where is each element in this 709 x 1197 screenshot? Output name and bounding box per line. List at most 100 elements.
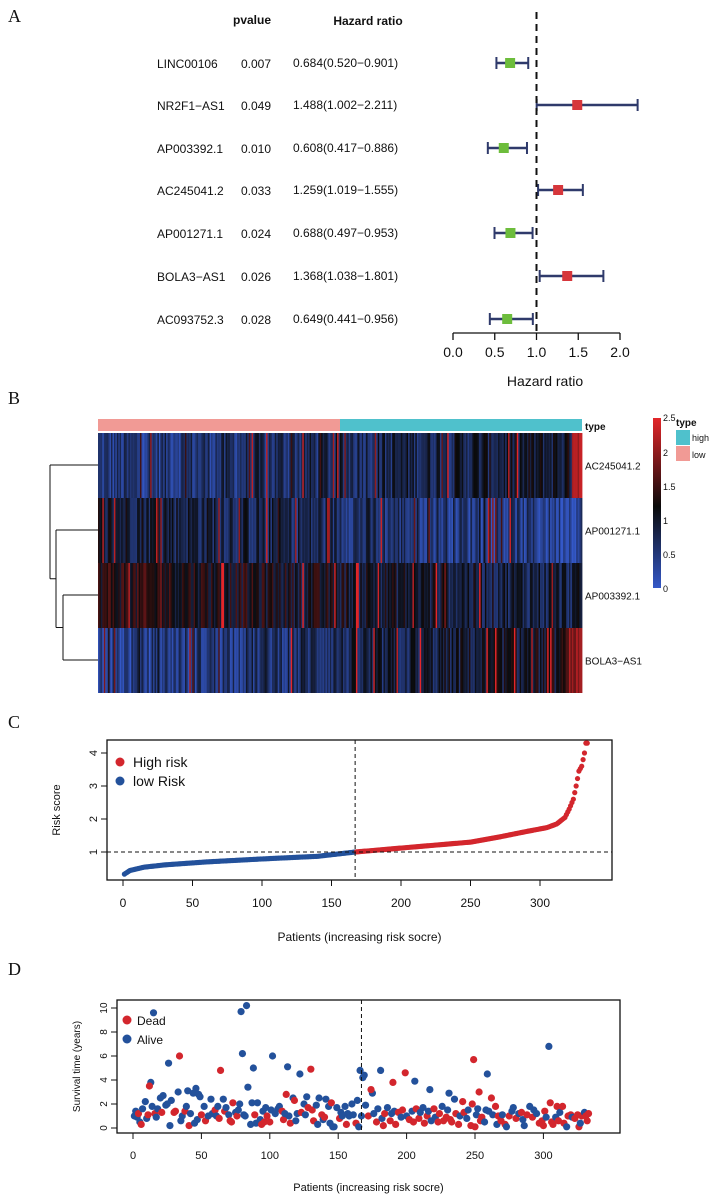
heatmap-cell [292, 628, 295, 693]
high-risk-point [579, 763, 585, 769]
legend-label: Dead [137, 1014, 166, 1028]
heatmap-cell [299, 433, 302, 498]
heatmap-cell [413, 498, 416, 563]
heatmap-cell [184, 498, 187, 563]
heatmap-cell [447, 563, 450, 628]
x-tick-label: 0.5 [485, 344, 505, 360]
heatmap-cell [396, 433, 399, 498]
gene-row-label: AP003392.1 [585, 592, 640, 603]
heatmap-cell [222, 563, 225, 628]
heatmap-cell [357, 498, 360, 563]
heatmap-cell [399, 628, 402, 693]
heatmap-cell [142, 628, 145, 693]
heatmap-cell [406, 498, 409, 563]
heatmap-cell [145, 628, 148, 693]
heatmap-cell [500, 498, 503, 563]
dead-point [434, 1118, 442, 1126]
forest-row: AC093752.3 0.028 0.649(0.441−0.956) [157, 312, 534, 327]
heatmap-cell [271, 563, 274, 628]
heatmap-cell [311, 563, 313, 628]
heatmap-cell [525, 563, 528, 628]
heatmap-cell [106, 563, 109, 628]
heatmap-cell [519, 563, 522, 628]
dead-point [144, 1111, 152, 1119]
heatmap-cell [434, 563, 437, 628]
heatmap-cell [180, 628, 183, 693]
heatmap-cell [390, 628, 393, 693]
high-risk-point [584, 740, 590, 746]
heatmap-cell [124, 563, 126, 628]
heatmap-cell [573, 433, 576, 498]
heatmap-cell [174, 628, 177, 693]
heatmap-cell [382, 433, 384, 498]
dead-point [415, 1114, 423, 1122]
heatmap-cell [277, 498, 280, 563]
heatmap-cell [513, 628, 516, 693]
heatmap-cell [535, 498, 538, 563]
group-legend-title: type [676, 418, 697, 429]
heatmap-cell [99, 498, 102, 563]
heatmap-cell [555, 563, 558, 628]
heatmap-cell [105, 498, 108, 563]
dead-point [487, 1094, 496, 1102]
alive-point [498, 1111, 506, 1119]
heatmap-cell [522, 433, 525, 498]
heatmap-cell [435, 498, 438, 563]
heatmap-cell [180, 498, 183, 563]
heatmap-cell [312, 498, 315, 563]
heatmap-cell [164, 628, 167, 693]
heatmap-cell [150, 433, 153, 498]
heatmap-cell [345, 498, 348, 563]
heatmap-cell [308, 498, 310, 563]
heatmap-cell [166, 628, 168, 693]
heatmap-cell [386, 498, 389, 563]
heatmap-cell [496, 628, 499, 693]
heatmap-cell [345, 628, 348, 693]
heatmap-cell [524, 563, 526, 628]
heatmap-cell [392, 498, 395, 563]
heatmap-cell [290, 563, 293, 628]
heatmap-cell [535, 433, 538, 498]
heatmap-cell [279, 628, 281, 693]
pvalue-value: 0.026 [241, 270, 271, 284]
heatmap-cell [495, 628, 497, 693]
heatmap-cell [302, 628, 305, 693]
heatmap-cell [377, 628, 380, 693]
heatmap-cell [471, 563, 474, 628]
dead-point [308, 1106, 316, 1114]
x-tick-label: 1.0 [527, 344, 547, 360]
annotation-label: type [585, 422, 606, 433]
heatmap-cell [167, 433, 170, 498]
heatmap-cell [580, 563, 583, 628]
heatmap-cell [151, 433, 154, 498]
heatmap-cell [360, 498, 363, 563]
heatmap-cell [537, 498, 539, 563]
heatmap-cell [148, 498, 151, 563]
heatmap-cell [254, 563, 257, 628]
heatmap-cell [212, 628, 215, 693]
heatmap-cell [284, 563, 287, 628]
heatmap-cell [289, 498, 292, 563]
dead-point [185, 1122, 193, 1130]
heatmap-cell [416, 628, 419, 693]
plot-frame [106, 739, 613, 881]
alive-point [138, 1105, 147, 1113]
gene-label: AP003392.1 [157, 142, 223, 156]
heatmap-cell [361, 563, 364, 628]
heatmap-cell [319, 433, 322, 498]
heatmap-cell [499, 563, 502, 628]
heatmap-cell [480, 433, 483, 498]
heatmap-cell [510, 628, 513, 693]
heatmap-cell [205, 628, 208, 693]
heatmap-cell [538, 498, 541, 563]
heatmap-cell [354, 628, 357, 693]
heatmap-cell [324, 498, 326, 563]
heatmap-cell [334, 628, 337, 693]
heatmap-cell [551, 498, 554, 563]
heatmap-cell [566, 563, 568, 628]
heatmap-cell [408, 563, 410, 628]
alive-point [383, 1104, 392, 1112]
heatmap-cell [487, 498, 490, 563]
heatmap-cell [544, 628, 547, 693]
group-swatch-low [676, 446, 690, 461]
